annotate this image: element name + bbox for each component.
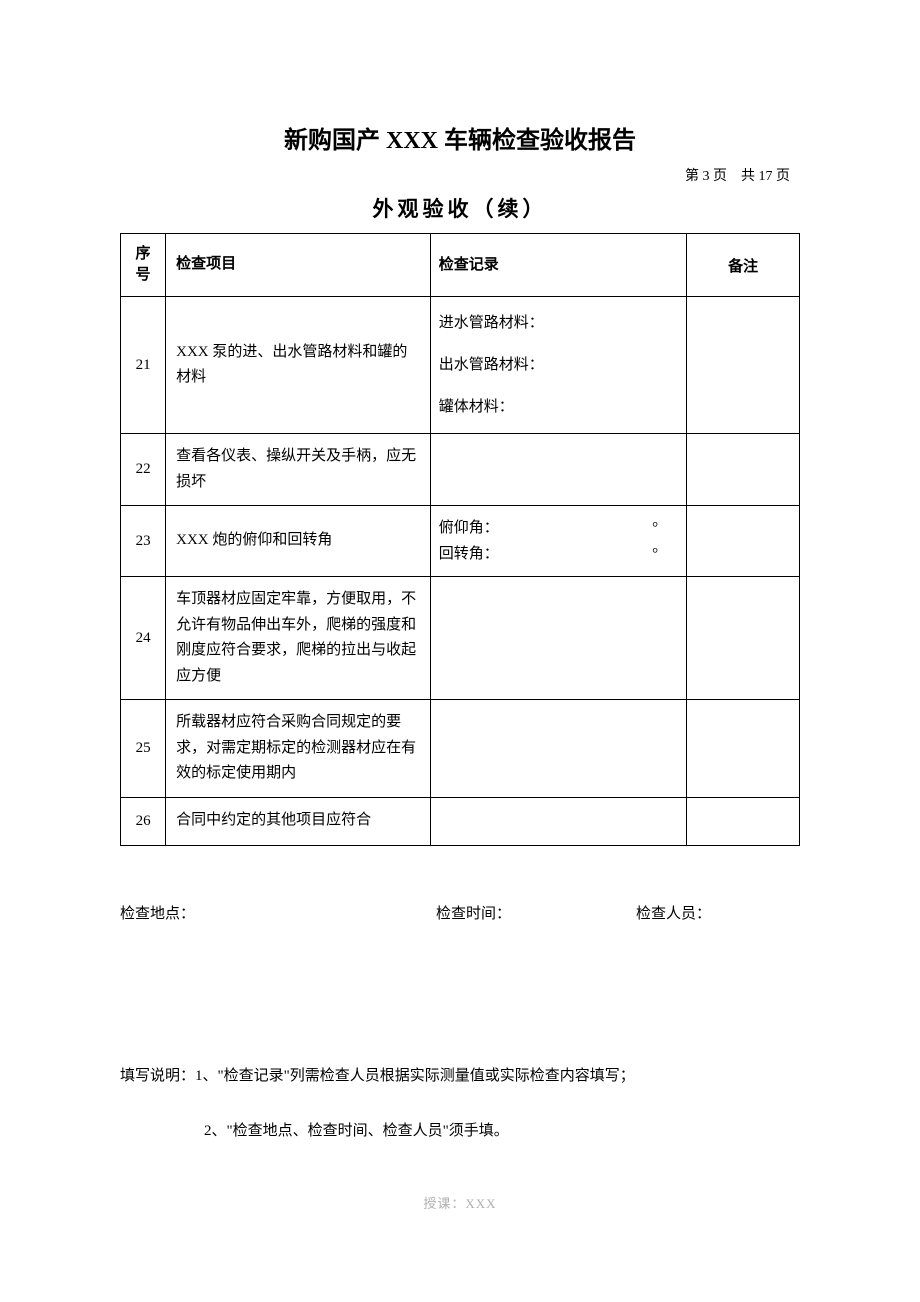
cell-seq: 22 <box>121 434 166 506</box>
table-row: 24 车顶器材应固定牢靠，方便取用，不允许有物品伸出车外，爬梯的强度和刚度应符合… <box>121 577 800 700</box>
cell-seq: 24 <box>121 577 166 700</box>
inspector-info-row: 检查地点： 检查时间： 检查人员： <box>120 902 800 923</box>
cell-seq: 26 <box>121 797 166 845</box>
page-number: 第 3 页 共 17 页 <box>120 165 800 185</box>
table-row: 26 合同中约定的其他项目应符合 <box>121 797 800 845</box>
cell-remark <box>687 434 800 506</box>
instruction-line-1: 填写说明：1、"检查记录"列需检查人员根据实际测量值或实际检查内容填写； <box>120 1063 800 1090</box>
cell-record <box>430 434 686 506</box>
cell-item: XXX 泵的进、出水管路材料和罐的材料 <box>166 297 431 434</box>
record-label: 回转角： <box>439 542 499 566</box>
table-row: 25 所载器材应符合采购合同规定的要求，对需定期标定的检测器材应在有效的标定使用… <box>121 700 800 798</box>
instructions: 填写说明：1、"检查记录"列需检查人员根据实际测量值或实际检查内容填写； 2、"… <box>120 1063 800 1145</box>
cell-record <box>430 700 686 798</box>
cell-item: 合同中约定的其他项目应符合 <box>166 797 431 845</box>
record-unit: ° <box>652 516 658 540</box>
main-title: 新购国产 XXX 车辆检查验收报告 <box>120 120 800 155</box>
inspection-table: 序号 检查项目 检查记录 备注 21 XXX 泵的进、出水管路材料和罐的材料 进… <box>120 233 800 846</box>
header-seq: 序号 <box>121 234 166 297</box>
table-row: 23 XXX 炮的俯仰和回转角 俯仰角： ° 回转角： ° <box>121 506 800 577</box>
cell-remark <box>687 700 800 798</box>
cell-item: 车顶器材应固定牢靠，方便取用，不允许有物品伸出车外，爬梯的强度和刚度应符合要求，… <box>166 577 431 700</box>
location-label: 检查地点： <box>120 902 436 923</box>
cell-seq: 25 <box>121 700 166 798</box>
table-row: 21 XXX 泵的进、出水管路材料和罐的材料 进水管路材料： 出水管路材料： 罐… <box>121 297 800 434</box>
record-line: 出水管路材料： <box>439 353 678 377</box>
record-unit: ° <box>652 542 658 566</box>
table-row: 22 查看各仪表、操纵开关及手柄，应无损坏 <box>121 434 800 506</box>
record-label: 俯仰角： <box>439 516 499 540</box>
record-line: 罐体材料： <box>439 395 678 419</box>
sub-title: 外观验收（续） <box>120 193 800 223</box>
header-record: 检查记录 <box>430 234 686 297</box>
cell-record <box>430 797 686 845</box>
watermark: 授课：XXX <box>0 1193 920 1212</box>
header-item: 检查项目 <box>166 234 431 297</box>
cell-item: 所载器材应符合采购合同规定的要求，对需定期标定的检测器材应在有效的标定使用期内 <box>166 700 431 798</box>
cell-seq: 21 <box>121 297 166 434</box>
table-header-row: 序号 检查项目 检查记录 备注 <box>121 234 800 297</box>
header-remark: 备注 <box>687 234 800 297</box>
cell-item: 查看各仪表、操纵开关及手柄，应无损坏 <box>166 434 431 506</box>
cell-item: XXX 炮的俯仰和回转角 <box>166 506 431 577</box>
time-label: 检查时间： <box>436 902 636 923</box>
cell-record <box>430 577 686 700</box>
cell-record: 俯仰角： ° 回转角： ° <box>430 506 686 577</box>
cell-remark <box>687 797 800 845</box>
person-label: 检查人员： <box>636 902 800 923</box>
cell-remark <box>687 506 800 577</box>
instruction-line-2: 2、"检查地点、检查时间、检查人员"须手填。 <box>120 1118 800 1145</box>
cell-remark <box>687 577 800 700</box>
record-line: 进水管路材料： <box>439 311 678 335</box>
cell-remark <box>687 297 800 434</box>
cell-seq: 23 <box>121 506 166 577</box>
cell-record: 进水管路材料： 出水管路材料： 罐体材料： <box>430 297 686 434</box>
